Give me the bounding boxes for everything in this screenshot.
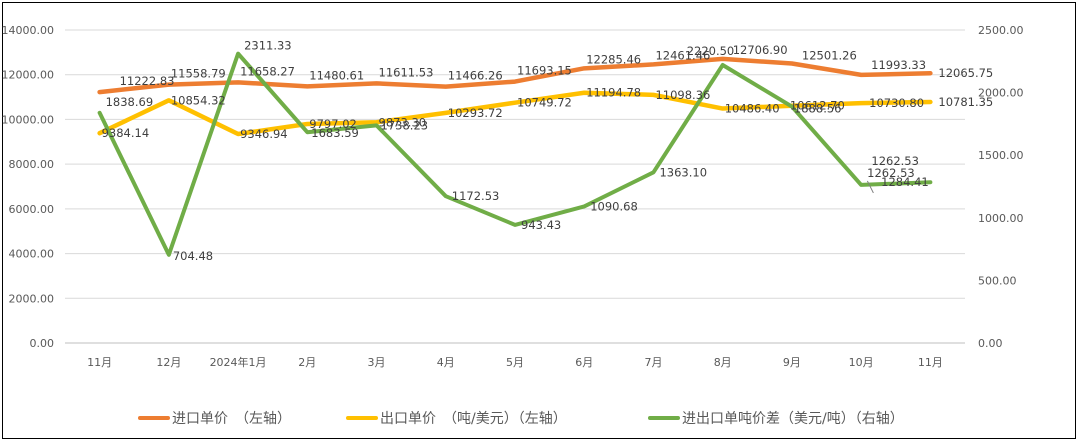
data-label: 943.43 bbox=[521, 218, 561, 232]
legend-label: 进出口单吨价差（美元/吨）（右轴） bbox=[682, 411, 904, 427]
data-label: 2311.33 bbox=[244, 39, 292, 53]
data-label: 11480.61 bbox=[309, 68, 364, 82]
data-label: 12285.46 bbox=[586, 52, 641, 66]
x-tick-label: 11月 bbox=[918, 356, 943, 369]
data-label: 12065.75 bbox=[938, 66, 993, 80]
data-label: 12706.90 bbox=[733, 43, 788, 57]
series-line-1 bbox=[97, 56, 933, 95]
y-left-tick-label: 14000.00 bbox=[2, 24, 55, 37]
y-right-tick-label: 2000.00 bbox=[978, 87, 1024, 100]
y-right-tick-label: 1500.00 bbox=[978, 149, 1024, 162]
data-label: 12501.26 bbox=[802, 49, 857, 63]
data-label: 11558.79 bbox=[171, 67, 226, 81]
data-label: 11611.53 bbox=[379, 65, 434, 79]
x-tick-label: 2024年1月 bbox=[210, 355, 267, 369]
legend-label: 进口单价 （左轴） bbox=[172, 411, 291, 427]
data-label: 1838.69 bbox=[106, 95, 154, 109]
label-leader-line bbox=[866, 180, 874, 194]
data-label: 704.48 bbox=[173, 249, 213, 263]
y-right-tick-label: 500.00 bbox=[978, 274, 1017, 287]
data-label: 10749.72 bbox=[517, 96, 572, 110]
data-label: 1090.68 bbox=[590, 199, 638, 213]
data-label: 9384.14 bbox=[102, 126, 150, 140]
data-label: 12461.46 bbox=[655, 48, 710, 62]
data-label: 11466.26 bbox=[448, 69, 503, 83]
x-tick-label: 12月 bbox=[156, 356, 181, 369]
data-label: 10612.70 bbox=[790, 99, 845, 113]
data-label: 1172.53 bbox=[452, 189, 500, 203]
data-label: 11194.78 bbox=[586, 86, 641, 100]
x-tick-label: 4月 bbox=[437, 356, 455, 369]
y-left-tick-label: 12000.00 bbox=[2, 69, 55, 82]
x-tick-label: 9月 bbox=[783, 356, 801, 369]
y-left-tick-label: 4000.00 bbox=[9, 248, 55, 261]
data-label: 9346.94 bbox=[240, 127, 288, 141]
data-label: 2220.50 bbox=[687, 44, 735, 58]
x-tick-label: 8月 bbox=[714, 356, 732, 369]
y-right-tick-label: 2500.00 bbox=[978, 24, 1024, 37]
x-tick-label: 6月 bbox=[575, 356, 593, 369]
data-label: 10730.80 bbox=[869, 96, 924, 110]
data-label: 11658.27 bbox=[240, 64, 295, 78]
series-line-3 bbox=[97, 51, 933, 257]
x-tick-label: 10月 bbox=[849, 356, 874, 369]
data-label: 1363.10 bbox=[659, 165, 707, 179]
data-label: 1683.59 bbox=[311, 126, 359, 140]
y-left-tick-label: 0.00 bbox=[30, 337, 55, 350]
data-label: 11222.83 bbox=[120, 74, 175, 88]
data-label: 11693.15 bbox=[517, 64, 572, 78]
data-label: 10486.40 bbox=[725, 102, 780, 116]
y-left-tick-label: 2000.00 bbox=[9, 292, 55, 305]
x-tick-label: 11月 bbox=[87, 356, 112, 369]
data-label: 10854.32 bbox=[171, 93, 226, 107]
data-label: 9873.30 bbox=[379, 115, 427, 129]
y-left-tick-label: 6000.00 bbox=[9, 203, 55, 216]
data-label: 1262.53 bbox=[871, 154, 919, 168]
data-label: 1262.53 bbox=[867, 166, 915, 180]
x-tick-label: 3月 bbox=[368, 356, 386, 369]
data-label: 1284.41 bbox=[881, 175, 929, 189]
data-label: 1738.23 bbox=[381, 118, 429, 132]
x-tick-label: 5月 bbox=[506, 356, 524, 369]
y-left-tick-label: 8000.00 bbox=[9, 158, 55, 171]
data-label: 11098.36 bbox=[655, 88, 710, 102]
data-label: 10293.72 bbox=[448, 106, 503, 120]
x-tick-label: 7月 bbox=[644, 356, 662, 369]
data-label: 1888.56 bbox=[794, 102, 842, 116]
y-right-tick-label: 1000.00 bbox=[978, 212, 1024, 225]
legend-label: 出口单价 （吨/美元）（左轴） bbox=[380, 411, 567, 427]
y-right-tick-label: 0.00 bbox=[978, 337, 1003, 350]
data-label: 10781.35 bbox=[938, 95, 993, 109]
data-label: 11993.33 bbox=[871, 58, 926, 72]
x-tick-label: 2月 bbox=[298, 356, 316, 369]
y-left-tick-label: 10000.00 bbox=[2, 113, 55, 126]
data-label: 9797.02 bbox=[309, 117, 357, 131]
